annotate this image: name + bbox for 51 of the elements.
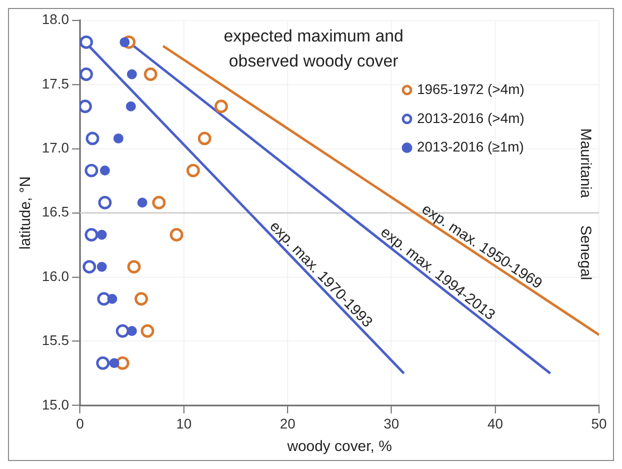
point (98, 196, 112, 210)
point (126, 326, 137, 336)
y-tick-label: 15.0 (42, 396, 70, 412)
point (107, 294, 118, 304)
x-tick-label: 30 (384, 416, 400, 432)
point (86, 132, 100, 146)
point (214, 100, 228, 114)
point (80, 35, 93, 49)
x-tick-label: 0 (76, 416, 84, 432)
point (120, 37, 130, 48)
point (116, 356, 130, 370)
y-tick-label: 17.0 (42, 140, 70, 156)
point (186, 164, 200, 178)
point (170, 228, 184, 242)
point (137, 198, 148, 208)
point (126, 69, 137, 80)
x-axis-title: woody cover, % (286, 438, 392, 456)
point (113, 133, 124, 144)
legend-label: 2013-2016 (>4m) (416, 110, 524, 126)
legend-label: 2013-2016 (≥1m) (416, 138, 524, 155)
point (116, 324, 130, 338)
point (134, 292, 148, 306)
x-tick-label: 40 (487, 416, 504, 432)
point (126, 101, 136, 112)
y-tick-label: 15.5 (42, 332, 70, 348)
legend-label: 1965-1972 (>4m) (416, 80, 524, 97)
text: expected maximum and observed woody cover (224, 26, 404, 70)
point (84, 164, 98, 178)
point (100, 166, 110, 176)
point (198, 132, 212, 146)
point (96, 230, 107, 240)
point (84, 228, 98, 242)
point (82, 260, 96, 274)
x-tick-label: 10 (176, 416, 192, 432)
point (96, 356, 110, 370)
point (96, 262, 107, 272)
y-tick-label: 16.5 (42, 204, 70, 220)
annotation: Mauritania (576, 128, 594, 199)
point (144, 68, 158, 81)
point (80, 68, 93, 81)
x-tick-label: 20 (280, 416, 296, 432)
point (127, 260, 141, 274)
y-tick-label: 16.0 (42, 268, 70, 284)
y-tick-label: 17.5 (42, 75, 70, 92)
y-tick-label: 18.0 (42, 11, 70, 28)
y-axis-title: latitude, °N (17, 176, 34, 250)
x-tick-label: 50 (591, 416, 608, 432)
point (140, 324, 154, 338)
point (109, 358, 120, 368)
point (152, 196, 166, 210)
annotation: Senegal (576, 225, 594, 280)
